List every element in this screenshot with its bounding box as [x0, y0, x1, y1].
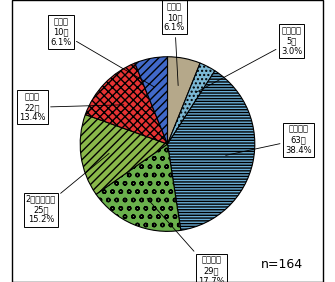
Text: 前払式
10件
6.1%: 前払式 10件 6.1% — [50, 17, 154, 87]
Text: 2か月内払い
25件
15.2%: 2か月内払い 25件 15.2% — [26, 153, 109, 224]
Wedge shape — [80, 114, 168, 194]
Wedge shape — [168, 71, 255, 230]
Text: n=164: n=164 — [261, 258, 303, 271]
Wedge shape — [96, 144, 181, 231]
Text: 即時払
22件
13.4%: 即時払 22件 13.4% — [19, 92, 124, 122]
Wedge shape — [135, 57, 168, 144]
Wedge shape — [85, 63, 168, 144]
Wedge shape — [168, 57, 200, 144]
Text: 不明等
10件
6.1%: 不明等 10件 6.1% — [164, 3, 185, 85]
Text: 個別信用
63件
38.4%: 個別信用 63件 38.4% — [226, 125, 312, 155]
Text: 自社割赦
5件
3.0%: 自社割赦 5件 3.0% — [196, 26, 302, 92]
Text: 包括信用
29件
17.7%: 包括信用 29件 17.7% — [147, 198, 224, 282]
Wedge shape — [168, 63, 215, 144]
